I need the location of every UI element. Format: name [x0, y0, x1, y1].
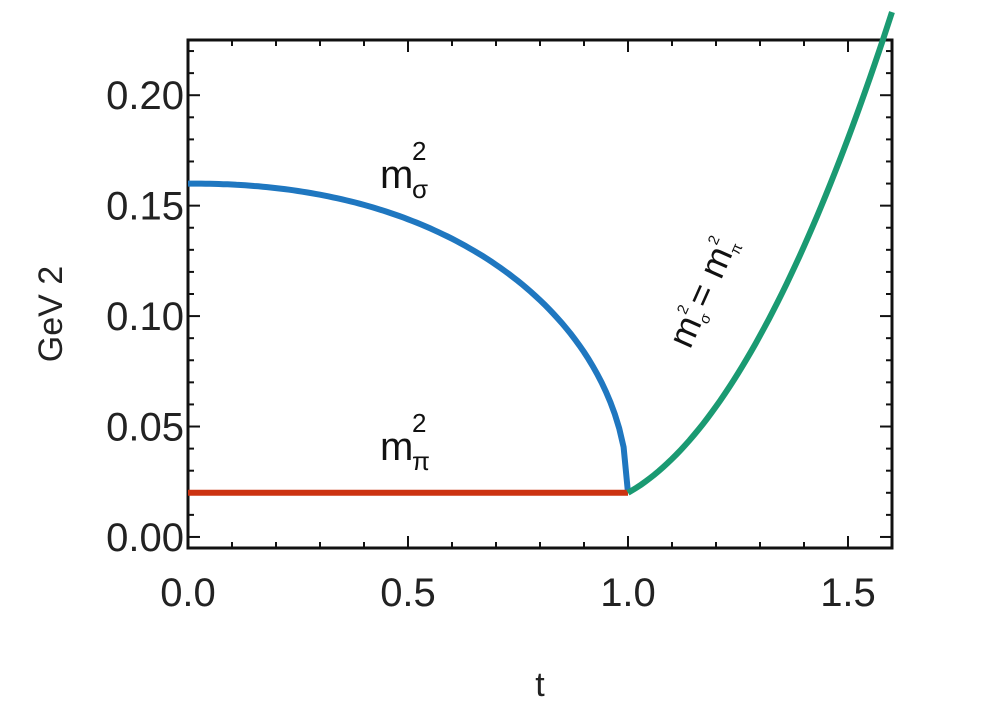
sigma-mass-annotation: m σ 2 [380, 136, 428, 204]
sigma-annotation-base: m [380, 153, 413, 197]
series-layer [188, 11, 895, 496]
y-tick-label: 0.20 [106, 74, 184, 118]
y-tick-label: 0.00 [106, 516, 184, 560]
series-line-2 [626, 11, 895, 496]
x-tick-label: 1.0 [600, 571, 656, 615]
y-tick-label: 0.15 [106, 185, 184, 229]
y-tick-label: 0.05 [106, 406, 184, 450]
x-tick-label: 1.5 [820, 571, 876, 615]
y-axis-label: GeV 2 [32, 266, 70, 362]
sigma-annotation-sup: 2 [412, 136, 426, 166]
ticks [187, 40, 893, 548]
pi-annotation-base: m [380, 425, 413, 469]
x-tick-label: 0.5 [380, 571, 436, 615]
pi-mass-annotation: m π 2 [380, 408, 430, 476]
pi-annotation-sup: 2 [412, 408, 426, 438]
degenerate-mass-annotation: m σ 2 = m π 2 [660, 233, 747, 353]
pi-annotation-sub: π [412, 446, 430, 476]
plot-frame [186, 38, 894, 550]
tick-labels: 0.0 0.5 1.0 1.5 0.00 0.05 0.10 0.15 0.20 [106, 74, 876, 615]
series-line-0 [188, 180, 631, 494]
y-tick-label: 0.10 [106, 295, 184, 339]
x-tick-label: 0.0 [160, 571, 216, 615]
x-axis-label: t [535, 666, 545, 704]
sigma-annotation-sub: σ [412, 174, 428, 204]
